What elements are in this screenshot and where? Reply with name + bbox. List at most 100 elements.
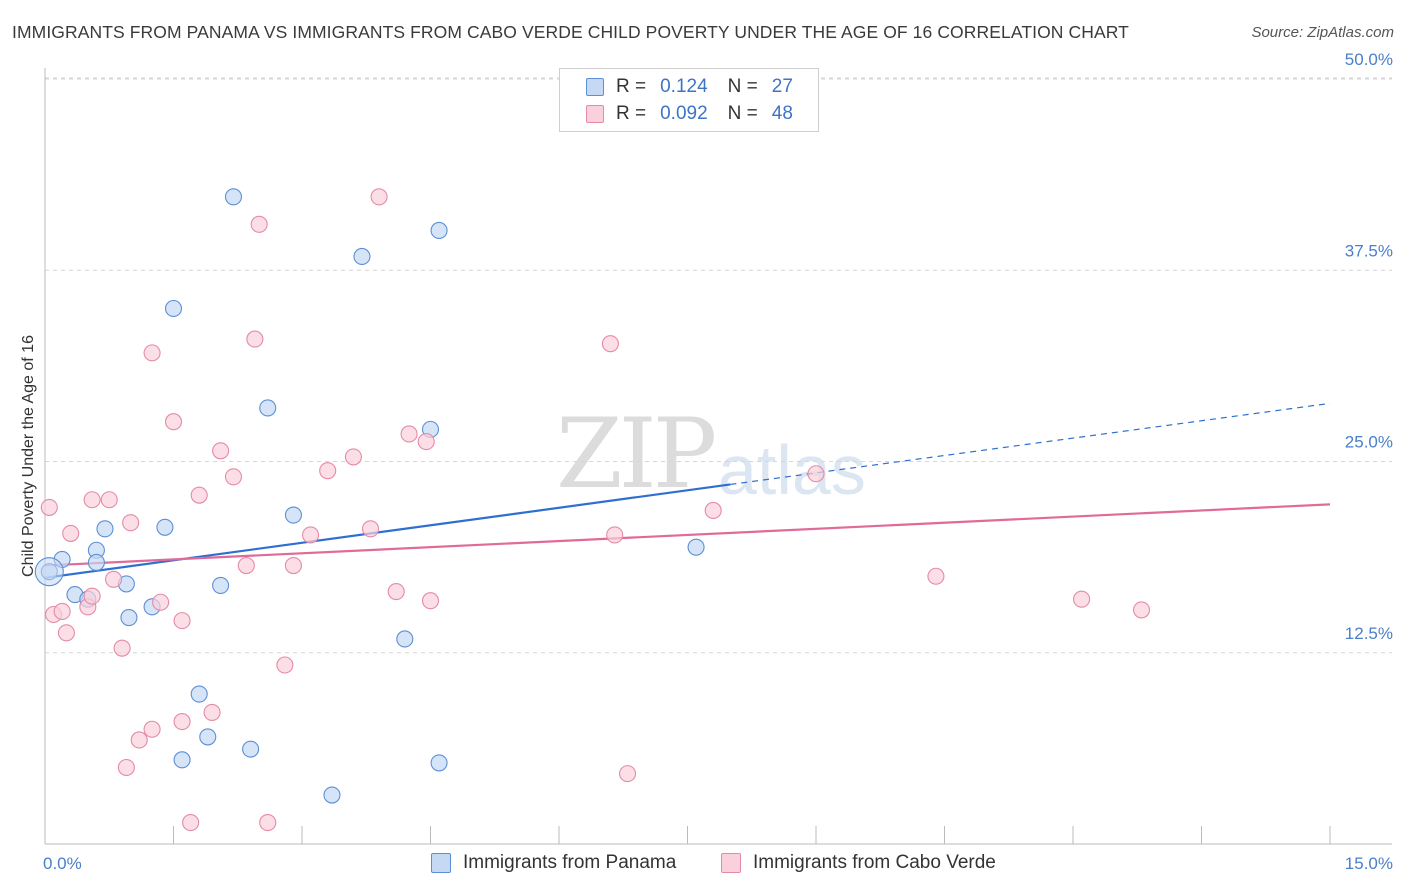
point-cabo-verde [1073,590,1091,608]
point-cabo-verde [276,656,294,674]
point-cabo-verde [53,602,71,620]
point-cabo-verde [237,556,255,575]
r-value-cabo-verde: 0.092 [660,103,708,124]
point-cabo-verde [212,442,230,460]
point-cabo-verde [190,486,208,504]
x-tick-label: 0.0% [43,854,82,873]
point-cabo-verde [250,215,268,233]
trend-line-panama [44,483,731,579]
x-tick-label: 15.0% [1345,854,1393,873]
point-cabo-verde [224,468,243,486]
point-panama [430,754,448,772]
point-cabo-verde [361,520,380,538]
point-cabo-verde [122,514,140,532]
point-cabo-verde [259,814,277,832]
point-cabo-verde [284,556,302,575]
point-panama [353,247,371,266]
point-panama [259,399,277,417]
point-panama [430,221,448,240]
point-cabo-verde [164,413,183,431]
point-panama [120,609,138,627]
y-tick-label: 37.5% [1345,241,1393,260]
point-cabo-verde [143,720,161,738]
point-panama [284,506,302,524]
legend-item-panama: Immigrants from Panama [431,852,676,874]
point-cabo-verde [117,758,135,777]
legend-row-panama: R = 0.124 N = 27 [586,75,793,99]
point-cabo-verde [601,335,619,353]
point-cabo-verde [606,526,624,544]
point-panama [212,576,230,594]
point-cabo-verde [421,592,440,610]
point-panama [164,299,183,318]
point-cabo-verde [387,582,405,601]
point-cabo-verde [57,624,75,642]
stats-legend: R = 0.124 N = 27 R = 0.092 N = 48 [559,68,819,132]
point-panama [96,520,114,538]
r-label: R = [616,76,647,97]
point-cabo-verde [417,433,435,451]
axes [44,68,1392,845]
legend-swatch-blue [431,853,451,873]
point-cabo-verde [83,587,101,605]
n-value-panama: 27 [771,76,793,97]
point-cabo-verde [319,462,337,480]
point-cabo-verde [807,465,825,483]
point-panama [396,630,414,648]
point-cabo-verde [182,814,200,832]
point-cabo-verde [370,188,388,206]
point-cabo-verde [927,567,945,585]
trend-line-cabo-verde [44,503,1331,567]
point-panama [224,188,243,206]
point-cabo-verde [400,425,418,443]
point-panama [87,553,105,572]
point-cabo-verde [173,713,191,731]
point-panama [323,786,341,804]
legend-label-panama: Immigrants from Panama [463,852,677,873]
point-cabo-verde [130,731,148,749]
point-cabo-verde [100,491,118,509]
trend-lines [44,402,1331,579]
point-cabo-verde [246,330,264,348]
axis-labels: 12.5% 25.0% 37.5% 50.0% 0.0% 15.0% Child Pover… [20,50,1393,873]
n-label: N = [727,76,758,97]
point-cabo-verde [143,344,161,362]
point-panama [190,685,208,703]
series-legend: Immigrants from Panama Immigrants from C… [0,852,1406,876]
y-tick-label: 12.5% [1345,624,1393,643]
r-value-panama: 0.124 [660,76,708,97]
y-tick-label: 25.0% [1345,433,1393,452]
point-cabo-verde [704,501,722,520]
legend-swatch-blue [586,78,604,96]
point-cabo-verde [302,526,320,544]
source-label: Source: ZipAtlas.com [1251,24,1394,41]
point-cabo-verde [104,570,123,588]
legend-label-cabo-verde: Immigrants from Cabo Verde [753,852,996,873]
data-points [34,188,1151,832]
chart-title: IMMIGRANTS FROM PANAMA VS IMMIGRANTS FRO… [12,22,1129,42]
point-panama [687,538,705,556]
point-panama [199,728,217,746]
point-cabo-verde [152,593,170,611]
point-cabo-verde [344,448,362,466]
point-panama [242,740,260,758]
n-value-cabo-verde: 48 [771,103,793,124]
point-cabo-verde [203,703,221,721]
point-cabo-verde [173,612,191,630]
legend-row-cabo-verde: R = 0.092 N = 48 [586,102,793,126]
legend-item-cabo-verde: Immigrants from Cabo Verde [721,852,996,874]
y-axis-label: Child Poverty Under the Age of 16 [20,335,37,577]
n-label: N = [727,103,758,124]
point-cabo-verde [113,639,131,657]
point-cabo-verde [40,498,58,516]
legend-swatch-pink [721,853,741,873]
trend-line-panama-extension [730,402,1331,486]
point-cabo-verde [618,765,637,783]
legend-swatch-pink [586,105,604,123]
point-cabo-verde [1132,601,1151,619]
point-cabo-verde [62,524,80,542]
r-label: R = [616,103,647,124]
point-panama [156,518,174,536]
y-tick-label: 50.0% [1345,50,1393,69]
